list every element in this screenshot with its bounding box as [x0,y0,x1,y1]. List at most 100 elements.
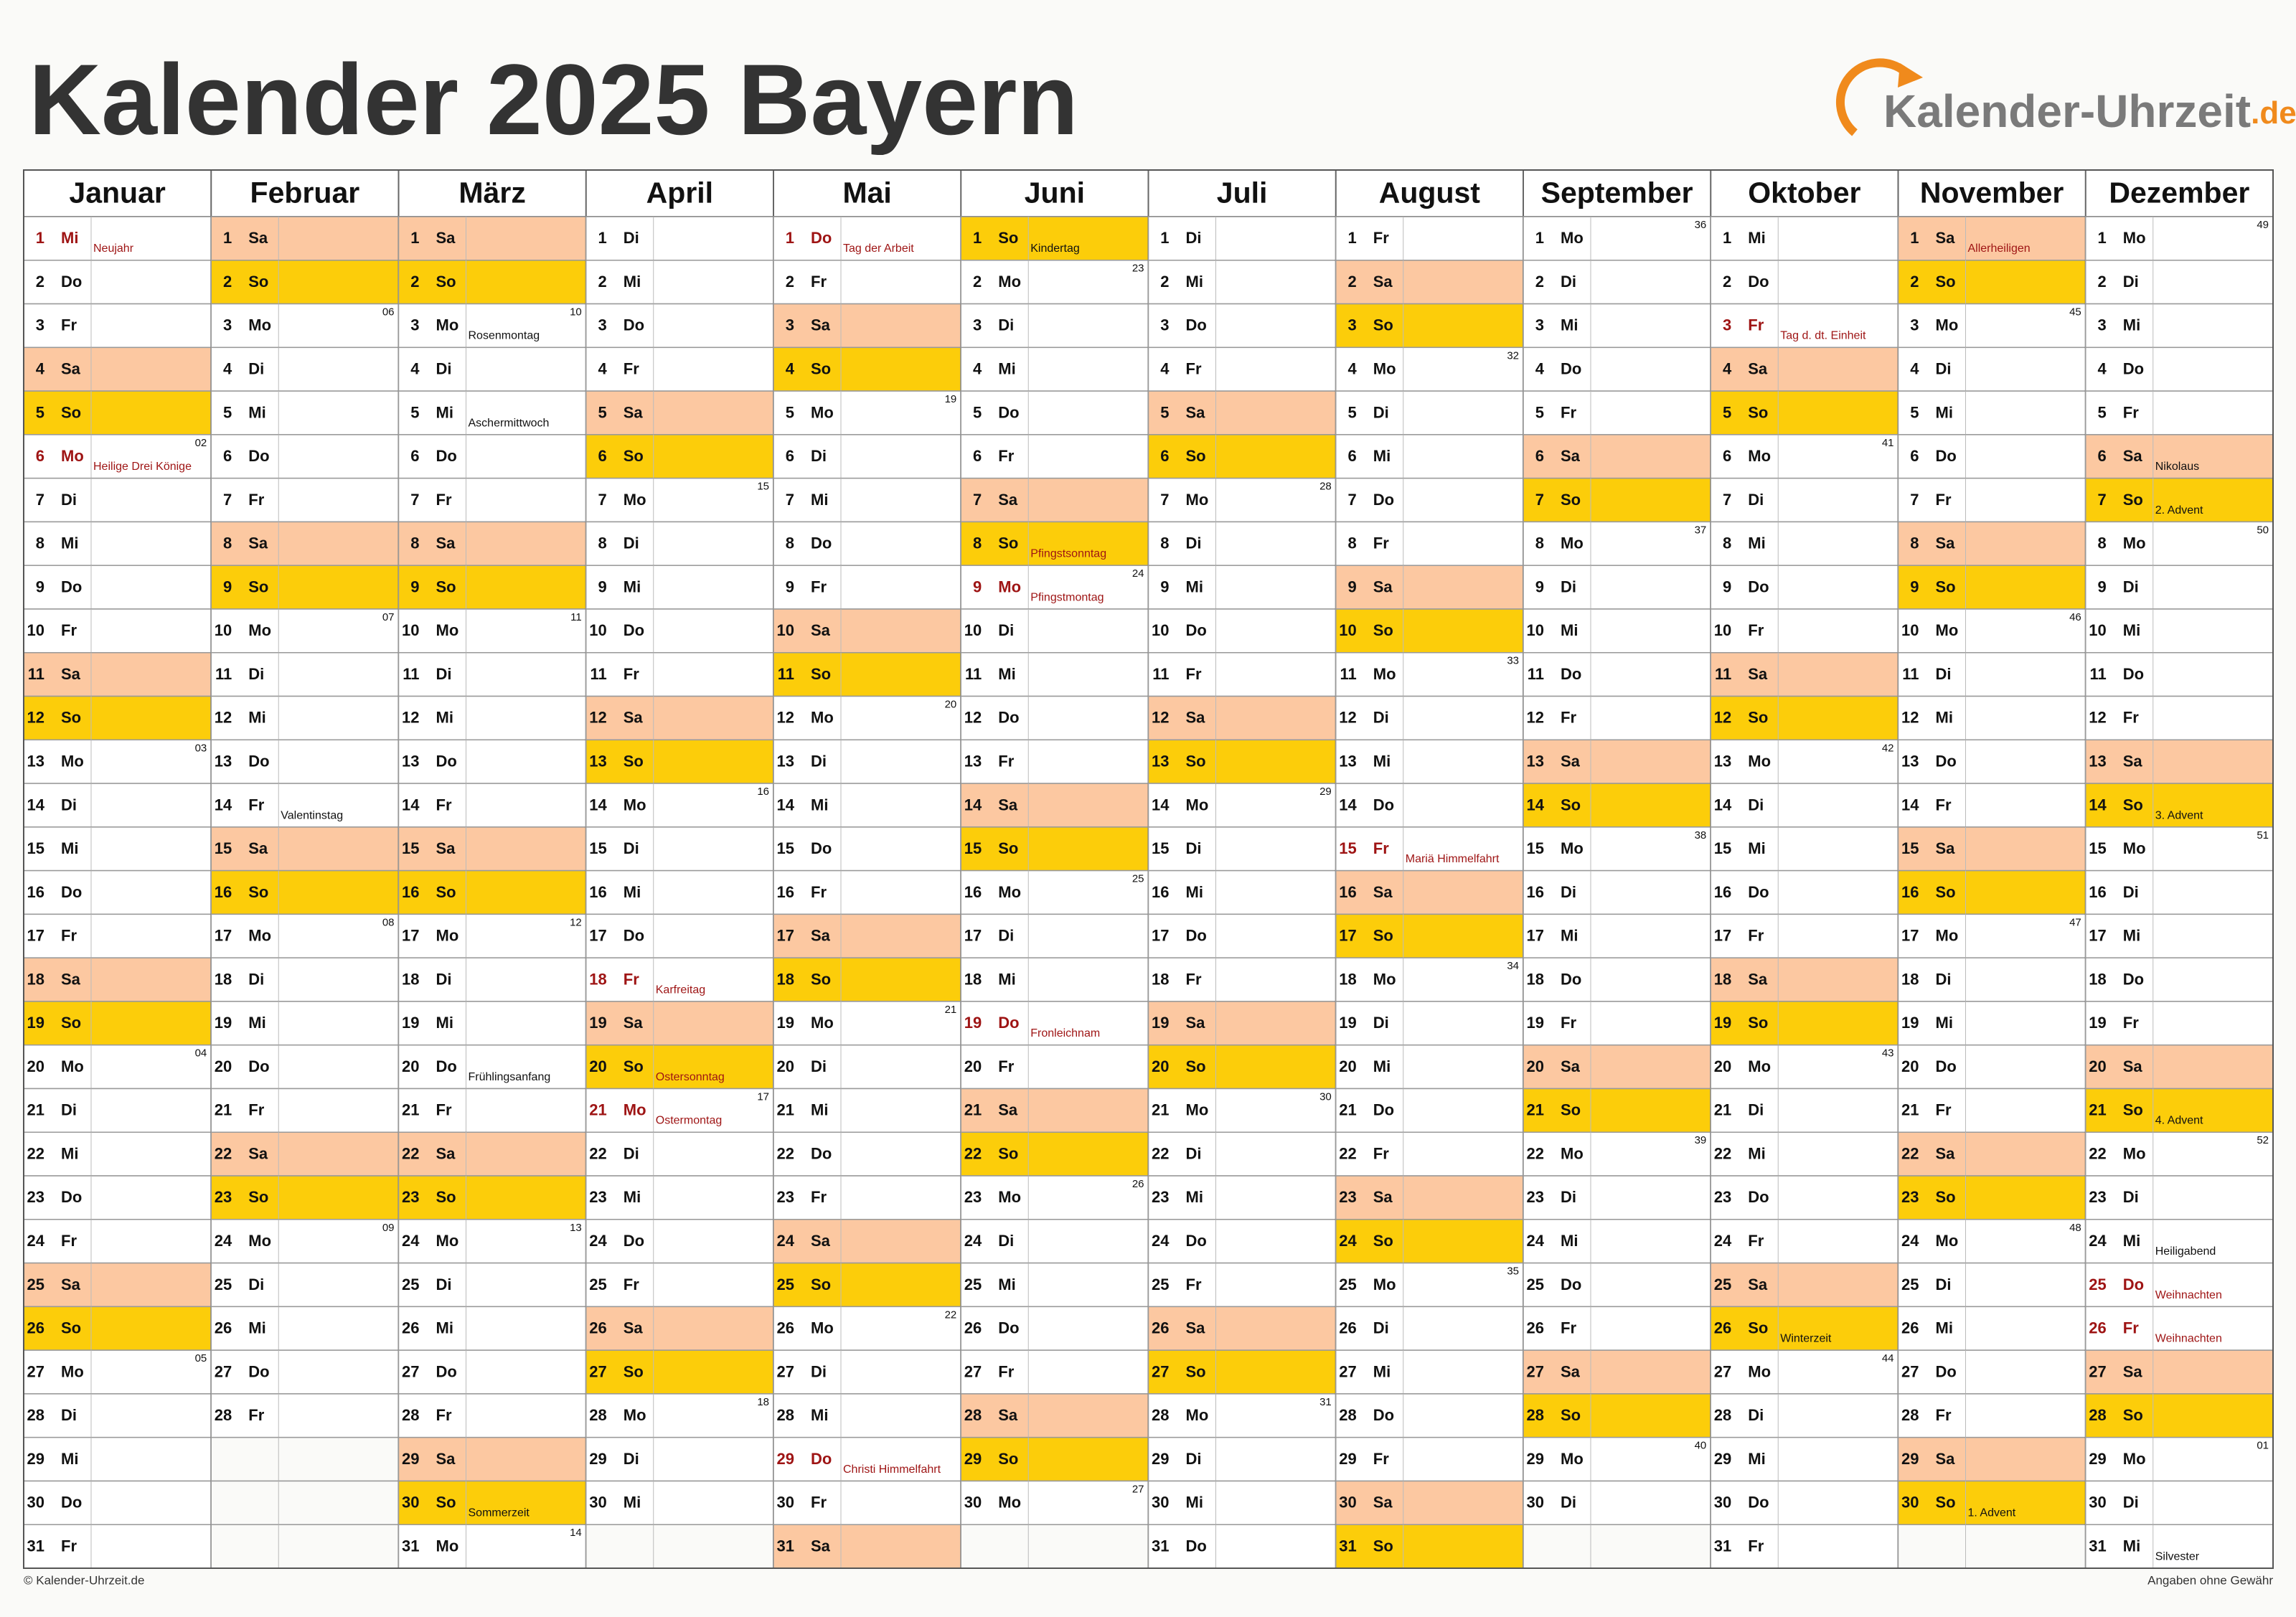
weekday: So [1936,883,1956,901]
day-number: 3 [223,316,232,334]
day-cell [1523,434,1711,479]
weekday: Mo [2123,229,2146,247]
weekday: Do [811,839,832,857]
day-note: Karfreitag [656,984,705,996]
day-number: 23 [215,1188,232,1206]
day-number: 5 [2098,403,2107,421]
day-note: Allerheiligen [1968,242,2031,255]
day-number: 20 [589,1057,606,1075]
weekday: Sa [624,403,644,421]
day-number: 27 [402,1362,419,1380]
day-number: 8 [223,534,232,552]
day-cell [1897,1088,2086,1133]
day-cell [773,1306,961,1351]
day-number: 9 [36,578,44,595]
weekday: Do [624,316,644,334]
week-number: 29 [1319,786,1332,798]
day-cell [1335,1349,1524,1395]
day-cell [773,260,961,305]
weekday: Mi [436,1319,453,1337]
day-number: 31 [27,1537,44,1555]
day-number: 14 [777,796,795,814]
day-number: 2 [598,273,607,291]
day-number: 4 [1160,360,1170,378]
day-cell [23,783,212,828]
weekday: Sa [436,839,456,857]
day-cell [1147,695,1337,741]
weekday: Di [1748,491,1764,509]
weekday: So [1936,1188,1956,1206]
day-number: 6 [786,447,794,465]
day-cell [210,1001,400,1046]
day-cell [773,739,961,784]
day-number: 17 [1152,927,1169,945]
day-cell [23,1088,212,1133]
day-number: 18 [402,970,419,988]
weekday: So [436,1494,456,1512]
day-cell [397,565,587,610]
week-number: 22 [945,1309,957,1321]
day-cell [1335,826,1524,872]
weekday: Do [61,1188,82,1206]
weekday: Sa [1373,1188,1393,1206]
day-number: 5 [223,403,232,421]
day-cell [773,783,961,828]
day-cell [1335,521,1524,566]
day-number: 20 [1901,1057,1919,1075]
day-number: 15 [777,839,794,857]
day-cell [210,303,400,349]
weekday: Sa [1936,1450,1956,1468]
day-cell [2085,521,2274,566]
weekday: Fr [1373,1450,1389,1468]
weekday: Mi [1186,578,1203,595]
day-number: 14 [2089,796,2107,814]
day-cell [585,957,774,1002]
day-number: 21 [589,1101,606,1119]
day-cell [23,1044,212,1090]
day-cell [1897,521,2086,566]
weekday: Mi [998,665,1015,683]
day-cell [1335,346,1524,392]
week-number: 18 [757,1396,769,1408]
weekday: Di [1186,1450,1202,1468]
day-number: 22 [27,1144,44,1162]
day-cell [1523,477,1711,523]
day-cell [23,477,212,523]
weekday: Sa [436,534,456,552]
day-cell [2085,695,2274,741]
week-number: 08 [382,916,395,928]
weekday: Do [624,927,644,945]
day-number: 30 [589,1494,606,1512]
month-name: Juni [1025,176,1085,209]
weekday: Mo [998,1494,1021,1512]
weekday: Sa [624,709,644,727]
day-cell [210,260,400,305]
day-cell [1710,1524,1899,1569]
day-number: 2 [2098,273,2107,291]
weekday: So [998,1450,1018,1468]
day-number: 15 [215,839,232,857]
day-cell [1147,783,1337,828]
weekday: Do [1936,752,1957,770]
weekday: Mo [61,1057,84,1075]
day-number: 28 [2089,1406,2106,1424]
weekday: Sa [1186,1014,1206,1032]
day-cell [773,1480,961,1525]
day-number: 1 [410,229,419,247]
weekday: Di [436,970,452,988]
day-cell [2085,826,2274,872]
day-number: 24 [1339,1232,1357,1250]
day-cell [585,1393,774,1438]
day-number: 9 [1910,578,1919,595]
day-number: 18 [1901,970,1919,988]
day-cell [1335,869,1524,915]
weekday: Mo [811,709,834,727]
day-number: 25 [1152,1276,1169,1293]
day-cell [960,260,1149,305]
day-number: 4 [1535,360,1545,378]
weekday: Fr [1748,316,1764,334]
day-cell [397,1349,587,1395]
day-number: 24 [1152,1232,1170,1250]
weekday: Do [436,1057,457,1075]
weekday: Mi [1748,229,1765,247]
